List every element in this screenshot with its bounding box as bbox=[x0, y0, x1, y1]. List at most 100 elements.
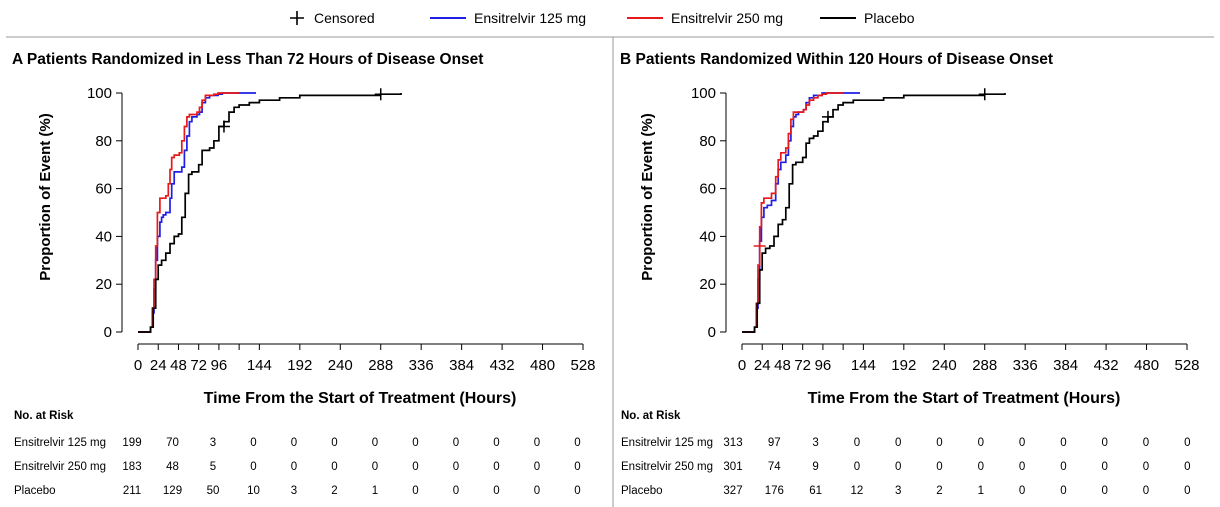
panel-a-y-tick-label: 100 bbox=[87, 85, 112, 102]
panel-a-x-tick-label: 336 bbox=[409, 357, 434, 374]
panel-b-risk-cell: 327 bbox=[723, 485, 742, 497]
panel-a-risk-cell: 0 bbox=[493, 461, 499, 473]
panel-a-y-tick-label: 20 bbox=[95, 276, 112, 293]
panel-a-risk-cell: 0 bbox=[453, 461, 459, 473]
panel-b-risk-cell: 0 bbox=[895, 461, 901, 473]
panel-a-risk-cell: 0 bbox=[412, 485, 418, 497]
panel-b-risk-rows: Ensitrelvir 125 mg 313 97 3 0 0 0 0 0 0 0 0 0 Ensitre… bbox=[621, 437, 1191, 497]
panel-b-risk-cell: 1 bbox=[978, 485, 984, 497]
panel-a-risk-cell: 0 bbox=[250, 461, 256, 473]
panel-b-x-tick-label: 528 bbox=[1174, 357, 1199, 374]
plus-marker-icon bbox=[290, 11, 304, 25]
panel-a-risk-cell: 211 bbox=[123, 485, 141, 497]
panel-a-risk-table: No. at Risk Ensitrelvir 125 mg 199 70 3 0 0 0 0… bbox=[14, 410, 581, 497]
panel-b-risk-cell: 0 bbox=[936, 437, 942, 449]
panel-a-risk-cell: 0 bbox=[534, 437, 540, 449]
panel-b: B Patients Randomized Within 120 Hours o… bbox=[620, 51, 1200, 497]
panel-b-risk-cell: 3 bbox=[895, 485, 901, 497]
panel-b-risk-cell: 0 bbox=[1019, 461, 1025, 473]
panel-b-risk-cell: 2 bbox=[936, 485, 942, 497]
panel-a-risk-cell: 129 bbox=[163, 485, 182, 497]
panel-a-x-tick-label: 480 bbox=[530, 357, 555, 374]
panel-a-plot-area: 0 20 40 60 80 100 0 24 48 72 96 144 192 240 288 336 384 4… bbox=[87, 85, 596, 374]
legend-label-ensitrelvir-125: Ensitrelvir 125 mg bbox=[474, 10, 586, 26]
panel-a-risk-cell: 0 bbox=[493, 485, 499, 497]
panel-b-risk-cell: 12 bbox=[851, 485, 864, 497]
panel-a-risk-cell: 0 bbox=[291, 461, 297, 473]
panel-b-y-tick-label: 0 bbox=[708, 324, 716, 341]
panel-a-risk-cell: 2 bbox=[331, 485, 337, 497]
panel-b-y-tick-label: 80 bbox=[699, 133, 716, 150]
panel-a-risk-cell: 0 bbox=[250, 437, 256, 449]
panel-b-risk-cell: 313 bbox=[723, 437, 742, 449]
panel-a-x-tick-label: 48 bbox=[170, 357, 187, 374]
panel-b-plot-area: 0 20 40 60 80 100 0 24 48 72 96 144 192 240 288 336 384 4… bbox=[691, 85, 1200, 374]
panel-a-x-tick-label: 432 bbox=[490, 357, 515, 374]
panel-a-y-tick-label: 0 bbox=[104, 324, 112, 341]
panel-a-risk-cell: 48 bbox=[166, 461, 179, 473]
panel-b-risk-cell: 0 bbox=[1060, 437, 1066, 449]
panel-a-risk-cell: 0 bbox=[534, 461, 540, 473]
panel-a-risk-cell: 0 bbox=[574, 461, 580, 473]
panel-a-risk-cell: 0 bbox=[453, 437, 459, 449]
panel-b-risk-cell: 0 bbox=[1019, 485, 1025, 497]
panel-a-censor-marker bbox=[217, 120, 230, 133]
panel-a-risk-cell: 0 bbox=[291, 437, 297, 449]
panel-a-risk-header: No. at Risk bbox=[14, 410, 74, 422]
panel-b-risk-cell: 9 bbox=[812, 461, 818, 473]
panel-a-risk-cell: 70 bbox=[166, 437, 179, 449]
panel-a-risk-cell: 199 bbox=[122, 437, 141, 449]
panel-b-risk-cell: 0 bbox=[1101, 437, 1107, 449]
panel-b-risk-row-label: Ensitrelvir 125 mg bbox=[621, 437, 713, 449]
panel-b-curve-placebo bbox=[742, 93, 1006, 333]
panel-b-x-tick-label: 384 bbox=[1053, 357, 1078, 374]
legend-item-censored: Censored bbox=[290, 10, 375, 26]
panel-a-y-tick-label: 80 bbox=[95, 133, 112, 150]
panel-b-x-tick-label: 24 bbox=[754, 357, 771, 374]
panel-b-risk-cell: 0 bbox=[854, 461, 860, 473]
panel-a-title: A Patients Randomized in Less Than 72 Ho… bbox=[12, 51, 483, 68]
panel-a-risk-cell: 0 bbox=[372, 437, 378, 449]
panel-b-curve-ensitrelvir-250-mg bbox=[742, 92, 844, 333]
panel-b-x-tick-label: 192 bbox=[891, 357, 916, 374]
panel-a-x-tick-label: 72 bbox=[190, 357, 207, 374]
panel-a-x-tick-label: 0 bbox=[134, 357, 142, 374]
panel-b-risk-cell: 0 bbox=[1019, 437, 1025, 449]
panel-a-risk-cell: 10 bbox=[247, 485, 260, 497]
panel-a-x-tick-label: 144 bbox=[247, 357, 272, 374]
panel-b-title: B Patients Randomized Within 120 Hours o… bbox=[620, 51, 1053, 68]
panel-a-y-tick-label: 60 bbox=[95, 181, 112, 198]
panel-b-risk-table: No. at Risk Ensitrelvir 125 mg 313 97 3 0 0 0 0… bbox=[621, 410, 1191, 497]
panel-b-risk-cell: 3 bbox=[812, 437, 818, 449]
panel-a-risk-cell: 0 bbox=[372, 461, 378, 473]
panel-a-risk-cell: 3 bbox=[291, 485, 297, 497]
panel-a-risk-rows: Ensitrelvir 125 mg 199 70 3 0 0 0 0 0 0 0 0 0 Ensitre… bbox=[14, 437, 581, 497]
panel-a-censor-marker bbox=[374, 88, 387, 101]
panel-a-risk-cell: 183 bbox=[122, 461, 141, 473]
panel-b-risk-cell: 0 bbox=[936, 461, 942, 473]
panel-b-risk-cell: 61 bbox=[809, 485, 822, 497]
legend-item-ensitrelvir-125: Ensitrelvir 125 mg bbox=[430, 10, 586, 26]
panel-a-x-tick-label: 240 bbox=[328, 357, 353, 374]
panel-a-risk-row-label: Ensitrelvir 125 mg bbox=[14, 437, 106, 449]
panel-a-curve-ensitrelvir-250-mg bbox=[138, 92, 240, 333]
panel-b-risk-cell: 0 bbox=[1184, 485, 1190, 497]
panel-b-risk-cell: 0 bbox=[895, 437, 901, 449]
panel-b-risk-cell: 0 bbox=[1143, 485, 1149, 497]
panel-b-risk-cell: 0 bbox=[1101, 485, 1107, 497]
panel-a-risk-cell: 5 bbox=[210, 461, 216, 473]
panel-b-risk-cell: 74 bbox=[768, 461, 781, 473]
panel-b-risk-cell: 0 bbox=[854, 437, 860, 449]
panel-b-risk-row-label: Ensitrelvir 250 mg bbox=[621, 461, 713, 473]
panel-b-risk-cell: 97 bbox=[768, 437, 781, 449]
panel-b-risk-cell: 0 bbox=[1184, 461, 1190, 473]
panel-b-x-tick-label: 72 bbox=[794, 357, 811, 374]
panel-b-risk-cell: 0 bbox=[1060, 461, 1066, 473]
panel-b-y-tick-label: 60 bbox=[699, 181, 716, 198]
panel-b-y-tick-label: 20 bbox=[699, 276, 716, 293]
legend-label-placebo: Placebo bbox=[864, 10, 915, 26]
panel-a-risk-row-label: Ensitrelvir 250 mg bbox=[14, 461, 106, 473]
panel-a-x-tick-label: 528 bbox=[570, 357, 595, 374]
panel-b-risk-cell: 0 bbox=[978, 437, 984, 449]
